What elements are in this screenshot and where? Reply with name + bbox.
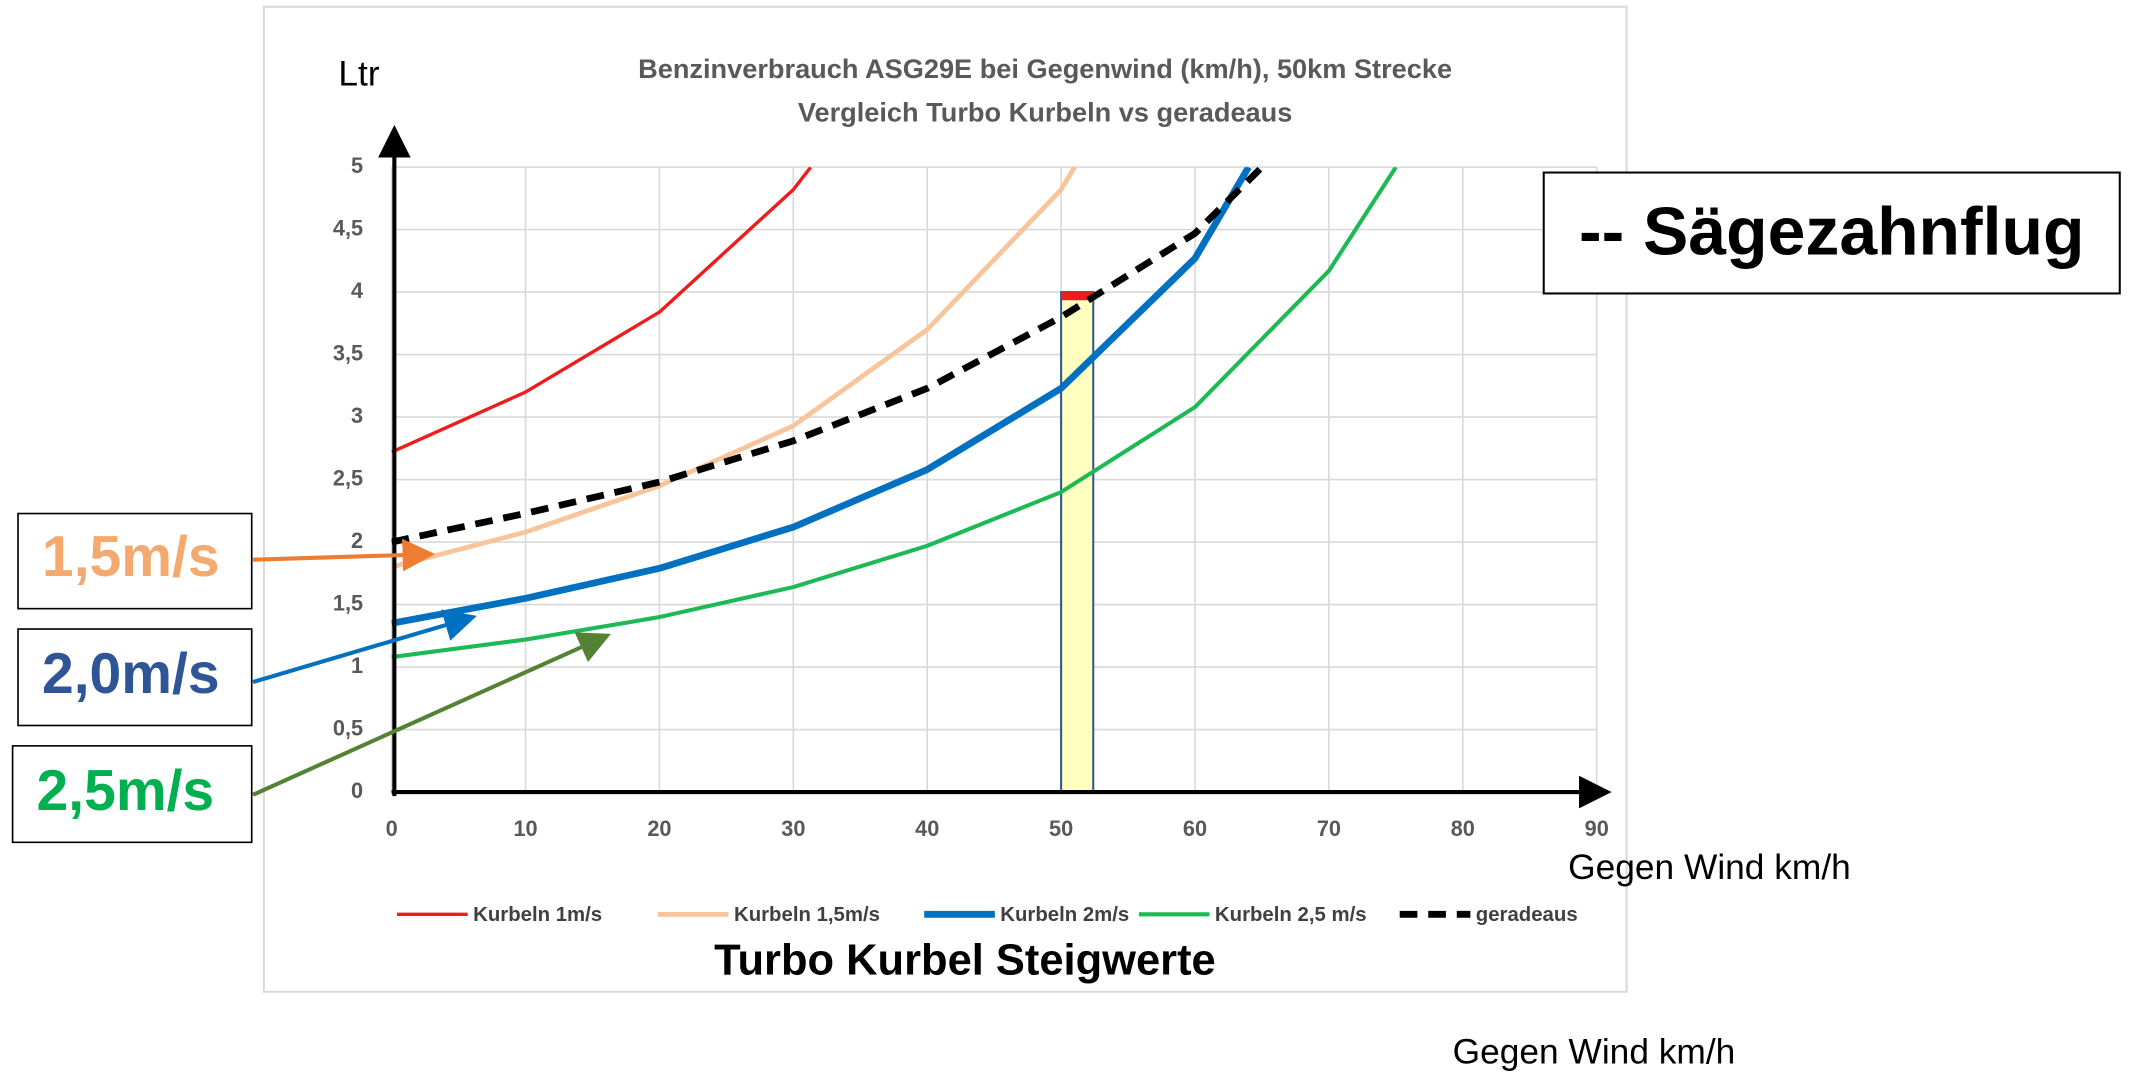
y-tick-label: 4,5: [333, 215, 363, 240]
chart-subtitle: Vergleich Turbo Kurbeln vs geradeaus: [798, 96, 1292, 127]
callout-label: 2,5m/s: [37, 759, 215, 823]
callout-box: [11, 745, 253, 844]
x-tick-label: 90: [1585, 816, 1609, 841]
series-line: [391, 167, 1252, 627]
y-tick-label: 0,5: [333, 715, 363, 740]
legend-label: Kurbeln 2m/s: [1000, 904, 1129, 926]
legend-title: Turbo Kurbel Steigwerte: [714, 937, 1216, 985]
y-tick-label: 1,5: [333, 590, 363, 615]
x-axis-label-2: Gegen Wind km/h: [1453, 1033, 1736, 1072]
legend-label: Kurbeln 1,5m/s: [734, 904, 880, 926]
x-tick-label: 50: [1049, 816, 1073, 841]
callout-box: [17, 512, 253, 610]
x-tick-label: 40: [915, 816, 939, 841]
callout-arrow: [252, 632, 612, 797]
x-tick-label: 80: [1451, 816, 1475, 841]
series-layer: [391, 167, 1398, 660]
x-tick-label: 30: [781, 816, 805, 841]
y-tick-label: 2: [351, 528, 363, 553]
highlight-rect: [1060, 291, 1095, 794]
x-axis-label: Gegen Wind km/h: [1568, 848, 1851, 887]
chart-title: Benzinverbrauch ASG29E bei Gegenwind (km…: [638, 53, 1452, 84]
y-tick-label: 2,5: [333, 465, 363, 490]
x-tick-label: 0: [386, 816, 398, 841]
highlight-top: [1061, 292, 1094, 301]
y-axis-label: Ltr: [338, 54, 379, 93]
callout-label: 1,5m/s: [42, 525, 220, 589]
x-tick-label: 20: [647, 816, 671, 841]
y-tick-label: 3: [351, 403, 363, 428]
x-tick-label: 70: [1317, 816, 1341, 841]
legend-label: geradeaus: [1476, 904, 1578, 926]
legend-label: Kurbeln 1m/s: [473, 904, 602, 926]
callout-box: [17, 628, 253, 727]
series-line: [391, 167, 1398, 660]
x-tick-label: 10: [513, 816, 537, 841]
y-tick-label: 3,5: [333, 340, 363, 365]
x-tick-label: 60: [1183, 816, 1207, 841]
legend-label: Kurbeln 2,5 m/s: [1215, 904, 1367, 926]
highlight-layer: [1060, 291, 1095, 794]
y-tick-label: 4: [351, 278, 363, 303]
series-line: [391, 167, 1265, 546]
legend: Kurbeln 1m/s Kurbeln 1,5m/s Kurbeln 2m/s Ku…: [397, 904, 1578, 926]
y-tick-label: 1: [351, 653, 363, 678]
y-tick-label: 0: [351, 778, 363, 803]
y-tick-label: 5: [351, 153, 363, 178]
annotation: -- Sägezahnflug: [1579, 194, 2085, 269]
annotation-box: [1542, 171, 2121, 295]
callouts: 1,5m/s 2,0m/s 2,5m/s: [37, 525, 220, 823]
callout-arrow: [252, 609, 477, 684]
callout-arrow: [253, 538, 436, 572]
series-line: [391, 167, 1077, 570]
callout-label: 2,0m/s: [42, 642, 220, 706]
series-line: [391, 167, 813, 454]
chart-frame: [262, 5, 1628, 993]
